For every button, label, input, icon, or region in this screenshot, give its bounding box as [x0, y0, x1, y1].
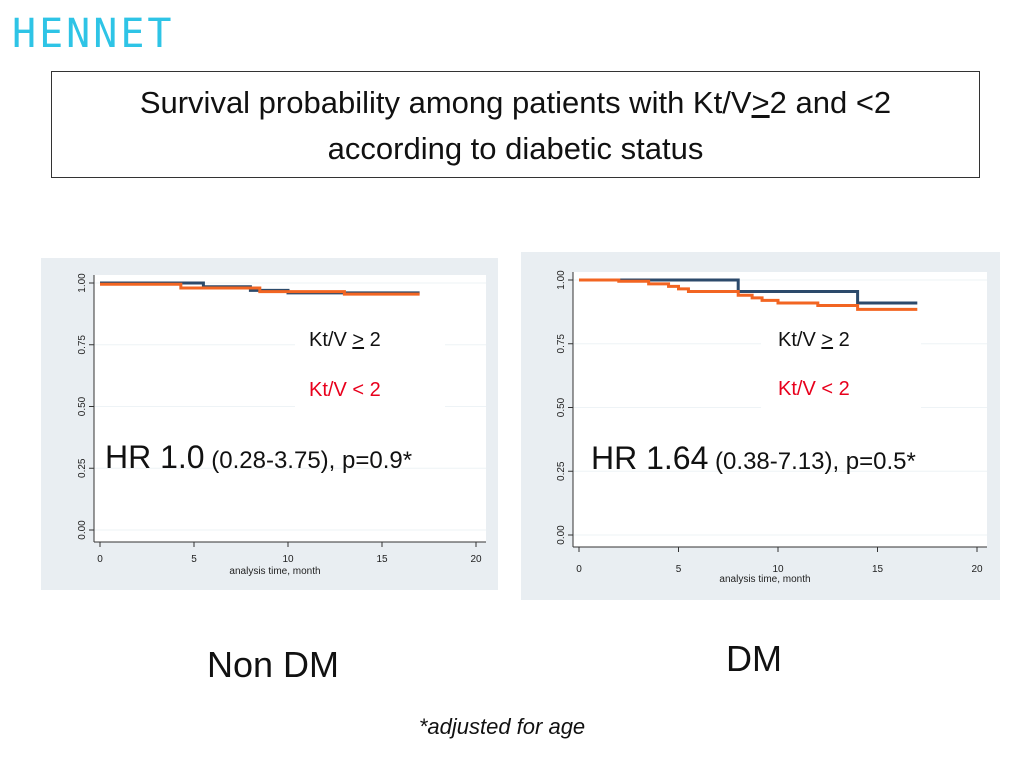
y-tick-label: 1.00 — [77, 273, 88, 293]
x-tick-label: 20 — [470, 554, 482, 565]
legend-box — [761, 322, 921, 410]
slide-title: Survival probability among patients with… — [51, 71, 980, 178]
y-tick-label: 0.50 — [77, 396, 88, 416]
y-tick-label: 1.00 — [556, 270, 567, 290]
x-axis-label: analysis time, month — [229, 566, 320, 577]
km-chart-dm: 0.00 0.25 0.50 0.75 1.00 0 5 10 15 20 analysis tim… — [556, 270, 987, 585]
legend-ktv-lt-2: Kt/V < 2 — [309, 379, 381, 401]
x-tick-label: 10 — [282, 554, 294, 565]
legend-ktv-ge-2: Kt/V > 2 — [778, 329, 850, 351]
y-tick-label: 0.00 — [77, 520, 88, 540]
km-chart-non-dm: 0.00 0.25 0.50 0.75 1.00 0 5 10 15 20 analysis tim… — [77, 273, 486, 577]
hazard-ratio-annotation: HR 1.64 (0.38-7.13), p=0.5* — [591, 440, 916, 476]
title-line2: according to diabetic status — [327, 131, 704, 166]
km-curve-ktv-lt-2 — [579, 278, 918, 311]
y-tick-label: 0.50 — [556, 397, 567, 417]
x-axis-label: analysis time, month — [719, 574, 810, 585]
legend-box — [295, 326, 445, 408]
plot-area — [94, 275, 486, 542]
x-tick-label: 5 — [676, 564, 682, 575]
y-tick-label: 0.75 — [556, 334, 567, 354]
hazard-ratio-annotation: HR 1.0 (0.28-3.75), p=0.9* — [105, 439, 412, 475]
y-tick-label: 0.75 — [77, 335, 88, 355]
km-curve-ktv-lt-2 — [100, 282, 420, 296]
x-tick-label: 5 — [191, 554, 197, 565]
x-tick-label: 15 — [376, 554, 388, 565]
x-tick-label: 10 — [772, 564, 784, 575]
title-text-pre: Survival probability among patients with… — [139, 85, 752, 120]
logo-text: HENNET — [12, 11, 175, 57]
x-tick-label: 20 — [971, 564, 983, 575]
km-curve-ktv-ge-2 — [579, 278, 918, 305]
caption-non-dm: Non DM — [207, 644, 340, 685]
chart-panel-non-dm: 0.00 0.25 0.50 0.75 1.00 0 5 10 15 20 analysis tim… — [41, 258, 498, 590]
x-tick-label: 0 — [97, 554, 103, 565]
chart-panel-dm: 0.00 0.25 0.50 0.75 1.00 0 5 10 15 20 analysis tim… — [521, 252, 1000, 600]
x-tick-label: 0 — [576, 564, 582, 575]
y-tick-label: 0.25 — [77, 458, 88, 478]
footnote: *adjusted for age — [418, 714, 586, 739]
legend-ktv-lt-2: Kt/V < 2 — [778, 378, 850, 400]
y-tick-label: 0.25 — [556, 461, 567, 481]
x-tick-label: 15 — [872, 564, 884, 575]
y-tick-label: 0.00 — [556, 525, 567, 545]
title-line1: Survival probability among patients with… — [140, 85, 891, 120]
legend-ktv-ge-2: Kt/V > 2 — [309, 329, 381, 351]
title-ge-symbol: > — [751, 85, 770, 120]
title-text-post: 2 and <2 — [769, 85, 892, 120]
caption-dm: DM — [726, 638, 782, 679]
